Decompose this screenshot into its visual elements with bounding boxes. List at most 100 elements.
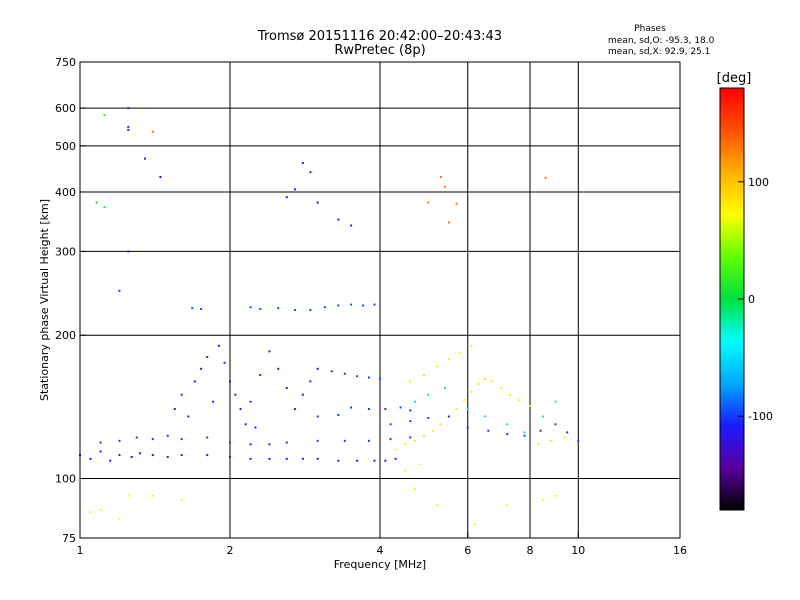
scatter-point-3-6: [309, 308, 312, 311]
scatter-point-11-5: [413, 488, 416, 491]
scatter-point-6-7: [542, 415, 545, 418]
scatter-point-6-3: [466, 407, 469, 410]
scatter-point-0-16: [316, 457, 319, 460]
scatter-point-6-4: [484, 415, 487, 418]
scatter-point-4-7: [384, 407, 387, 410]
scatter-point-11-3: [127, 494, 130, 497]
scatter-point-7-3: [447, 415, 450, 418]
scatter-point-9-3: [447, 221, 450, 224]
scatter-point-0-3: [109, 459, 112, 462]
scatter-point-7-4: [466, 426, 469, 429]
scatter-point-10-2: [95, 201, 98, 204]
scatter-point-0-19: [373, 459, 376, 462]
scatter-point-1-3: [151, 438, 154, 441]
scatter-point-6-2: [443, 386, 446, 389]
scatter-point-5-1: [404, 443, 407, 446]
scatter-point-7-5: [487, 429, 490, 432]
scatter-point-8-9: [316, 201, 319, 204]
scatter-point-8-2: [127, 128, 130, 131]
scatter-point-9-5: [544, 176, 547, 179]
scatter-point-0-12: [249, 457, 252, 460]
scatter-point-2-11: [249, 400, 252, 403]
colorbar-tick-label-2: -100: [748, 410, 773, 423]
scatter-point-8-4: [159, 175, 162, 178]
chart-title: Tromsø 20151116 20:42:00–20:43:43: [257, 29, 502, 44]
scatter-point-2-13: [268, 350, 271, 353]
scatter-point-7-10: [566, 431, 569, 434]
scatter-point-2-20: [187, 415, 190, 418]
scatter-points: [79, 107, 580, 526]
scatter-point-2-9: [239, 407, 242, 410]
scatter-point-1-14: [389, 438, 392, 441]
scatter-point-1-10: [285, 441, 288, 444]
scatter-point-1-4: [166, 434, 169, 437]
scatter-point-8-1: [127, 125, 130, 128]
scatter-point-0-5: [130, 455, 133, 458]
scatter-point-6-8: [554, 400, 557, 403]
scatter-point-11-6: [435, 503, 438, 506]
scatter-point-5-10: [477, 382, 480, 385]
scatter-point-5-16: [529, 405, 531, 408]
scatter-point-8-10: [337, 218, 340, 221]
scatter-point-0-13: [268, 457, 271, 460]
scatter-point-2-22: [254, 426, 257, 429]
scatter-point-0-9: [180, 454, 183, 457]
scatter-point-2-3: [200, 367, 203, 370]
y-tick-label-4: 400: [55, 186, 76, 199]
scatter-point-4-10: [316, 415, 319, 418]
scatter-point-0-4: [118, 454, 121, 457]
scatter-point-1-8: [249, 443, 252, 446]
scatter-point-8-11: [350, 224, 353, 227]
x-tick-labels: 1 2 4 6 8 10 16: [77, 532, 687, 557]
scatter-point-4-9: [409, 409, 412, 412]
scatter-point-6-1: [427, 393, 430, 396]
scatter-point-4-8: [399, 406, 402, 409]
scatter-point-1-13: [367, 439, 370, 442]
x-tick-label-6: 16: [673, 544, 687, 557]
scatter-point-5-27: [563, 436, 566, 439]
scatter-point-8-5: [285, 196, 288, 199]
grid-lines: [80, 62, 680, 538]
colorbar-tick-label-1: 0: [748, 293, 755, 306]
scatter-point-5-24: [418, 463, 421, 466]
scatter-point-7-11: [577, 439, 580, 442]
scatter-point-1-15: [409, 436, 412, 439]
scatter-point-0-7: [151, 454, 154, 457]
scatter-point-8-3: [143, 157, 146, 160]
scatter-point-2-18: [309, 380, 312, 383]
scatter-point-9-0: [427, 201, 430, 204]
scatter-point-5-20: [447, 358, 450, 361]
scatter-point-2-10: [244, 423, 247, 426]
y-tick-labels: 75 100 200 300 400 500 600 750: [55, 56, 86, 545]
scatter-point-3-9: [350, 303, 353, 306]
scatter-point-5-26: [549, 439, 552, 442]
scatter-point-9-1: [439, 175, 442, 178]
scatter-point-7-9: [554, 423, 557, 426]
scatter-point-2-19: [316, 367, 319, 370]
scatter-point-2-15: [285, 386, 288, 389]
scatter-point-1-0: [99, 441, 102, 444]
scatter-point-8-8: [309, 171, 312, 174]
legend-line-x: mean, sd,X: 92.9, 25.1: [608, 47, 710, 57]
scatter-point-7-1: [409, 420, 412, 423]
scatter-point-3-3: [259, 308, 262, 311]
scatter-point-1-2: [135, 436, 138, 439]
legend-line-o: mean, sd,O: -95.3, 18.0: [608, 36, 715, 46]
scatter-point-7-8: [539, 429, 542, 432]
scatter-point-5-13: [500, 386, 503, 389]
scatter-point-3-7: [323, 306, 326, 309]
scatter-point-3-5: [293, 308, 296, 311]
x-tick-label-4: 8: [527, 544, 534, 557]
scatter-point-5-0: [394, 448, 397, 451]
scatter-point-6-0: [413, 400, 416, 403]
scatter-point-0-11: [229, 455, 231, 458]
scatter-point-8-0: [127, 107, 130, 110]
scatter-point-0-18: [356, 459, 359, 462]
scatter-point-5-3: [422, 434, 425, 437]
scatter-point-2-5: [217, 344, 220, 347]
scatter-point-6-5: [506, 423, 509, 426]
y-tick-label-5: 500: [55, 140, 76, 153]
scatter-point-11-9: [542, 499, 545, 502]
scatter-point-0-15: [301, 457, 304, 460]
scatter-point-3-11: [373, 303, 376, 306]
